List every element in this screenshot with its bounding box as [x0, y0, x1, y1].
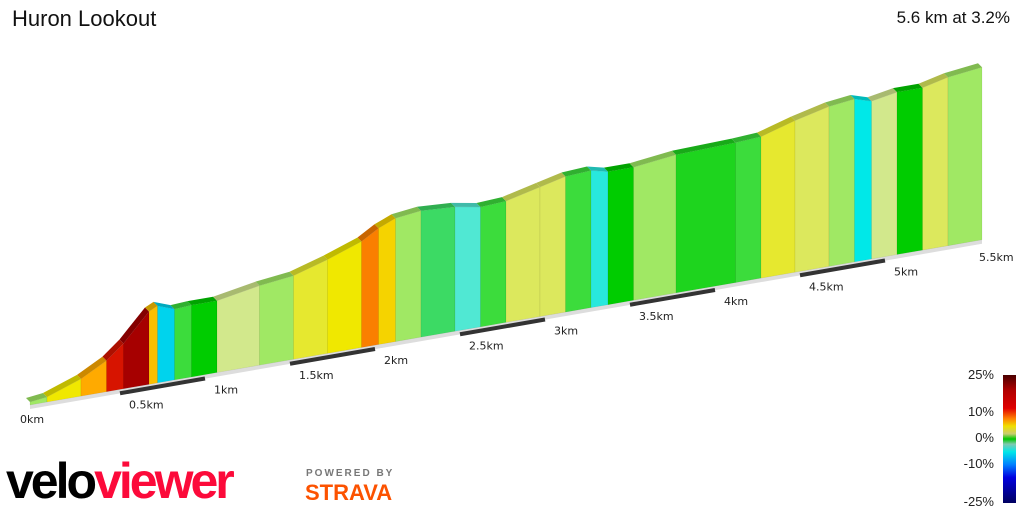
- x-tick-label: 1km: [214, 384, 238, 397]
- grade-color-bar: [1003, 375, 1016, 503]
- segment-title: Huron Lookout: [12, 6, 157, 31]
- segment-top-surface: [536, 172, 566, 188]
- x-tick-label: 0km: [20, 413, 44, 426]
- grade-segment: [420, 206, 456, 338]
- grade-segment: [327, 241, 362, 354]
- x-tick-label: 0.5km: [129, 398, 164, 411]
- x-tick-label: 3km: [554, 325, 578, 338]
- grade-segment: [590, 170, 609, 308]
- segment-top-surface: [102, 339, 124, 361]
- segment-top-surface: [213, 281, 260, 301]
- segment-top-surface: [391, 206, 421, 219]
- powered-by-label: POWERED BY: [306, 468, 395, 479]
- grade-segment: [828, 98, 855, 267]
- segment-top-surface: [757, 116, 795, 137]
- grade-segment: [259, 275, 294, 366]
- grade-segment: [539, 176, 566, 317]
- segment-top-surface: [791, 102, 829, 121]
- segment-top-surface: [255, 271, 294, 286]
- grade-segment: [293, 259, 328, 360]
- segment-top-surface: [43, 374, 81, 398]
- strava-logo[interactable]: STRAVA: [305, 480, 393, 505]
- distance-grade-summary: 5.6 km at 3.2%: [896, 8, 1010, 27]
- legend-label-minus25: -25%: [963, 494, 994, 509]
- x-tick-label: 2.5km: [469, 339, 504, 352]
- segment-top-surface: [850, 95, 872, 102]
- x-tick-label: 5.5km: [979, 251, 1014, 264]
- segment-top-surface: [502, 183, 540, 202]
- grade-segment: [174, 304, 192, 381]
- grade-segment: [480, 200, 507, 328]
- segment-top-surface: [476, 197, 506, 208]
- veloviewer-logo[interactable]: veloviewer: [6, 452, 235, 510]
- segment-top-surface: [323, 237, 362, 260]
- grade-segment: [794, 106, 830, 273]
- segment-top-surface: [187, 296, 217, 306]
- grade-segment: [854, 98, 872, 263]
- grade-segment: [947, 66, 983, 246]
- segment-top-surface: [153, 301, 175, 310]
- segment-top-surface: [417, 202, 455, 211]
- x-tick-label: 3.5km: [639, 310, 674, 323]
- grade-segment: [191, 300, 218, 378]
- grade-segment: [454, 206, 481, 332]
- segment-top-surface: [561, 166, 591, 177]
- grade-segment: [565, 170, 592, 313]
- grade-segment: [675, 142, 736, 294]
- grade-segment: [633, 154, 677, 301]
- x-tick-label: 2km: [384, 354, 408, 367]
- grade-segment: [735, 136, 762, 283]
- segment-top-surface: [119, 307, 149, 344]
- legend-label-25: 25%: [967, 367, 994, 382]
- segment-top-surface: [145, 301, 158, 312]
- km-marker-band: [119, 376, 206, 396]
- grade-segment: [871, 91, 898, 260]
- x-tick-label: 4km: [724, 295, 748, 308]
- segment-top-surface: [867, 88, 897, 102]
- grade-segment: [216, 285, 260, 373]
- segment-top-surface: [893, 83, 923, 93]
- segment-top-surface: [672, 138, 736, 155]
- grade-segment: [395, 210, 422, 342]
- segment-top-surface: [357, 224, 379, 242]
- segment-top-surface: [604, 163, 634, 172]
- segment-top-surface: [170, 301, 192, 310]
- segment-top-surface: [918, 73, 948, 88]
- grade-segment: [378, 217, 396, 345]
- grade-segment: [922, 76, 949, 251]
- segment-top-surface: [944, 63, 982, 78]
- segment-top-surface: [289, 255, 328, 276]
- logo-part-viewer: viewer: [94, 453, 235, 509]
- km-marker-band: [459, 317, 546, 337]
- segment-top-surface: [825, 95, 855, 107]
- segment-top-surface: [629, 150, 676, 168]
- segment-top-surface: [26, 393, 47, 402]
- segment-top-surface: [731, 132, 761, 143]
- grade-segment: [896, 87, 923, 255]
- segment-top-surface: [77, 356, 107, 379]
- grade-segment: [760, 120, 796, 279]
- km-marker-band: [799, 258, 886, 278]
- legend-label-10: 10%: [967, 404, 994, 419]
- x-tick-label: 1.5km: [299, 369, 334, 382]
- km-marker-band: [289, 347, 376, 366]
- km-marker-band: [629, 288, 716, 307]
- x-tick-label: 5km: [894, 266, 918, 279]
- logo-part-velo: velo: [6, 453, 97, 509]
- grade-segment: [361, 227, 379, 348]
- grade-segment: [157, 305, 175, 384]
- x-tick-label: 4.5km: [809, 280, 844, 293]
- legend-label-minus10: -10%: [963, 456, 994, 471]
- legend-label-0: 0%: [975, 430, 994, 445]
- grade-segment: [607, 166, 634, 305]
- segment-top-surface: [451, 202, 481, 208]
- segment-top-surface: [374, 214, 396, 229]
- grade-segment: [148, 305, 158, 385]
- grade-segment: [505, 186, 541, 323]
- segment-top-surface: [587, 166, 608, 172]
